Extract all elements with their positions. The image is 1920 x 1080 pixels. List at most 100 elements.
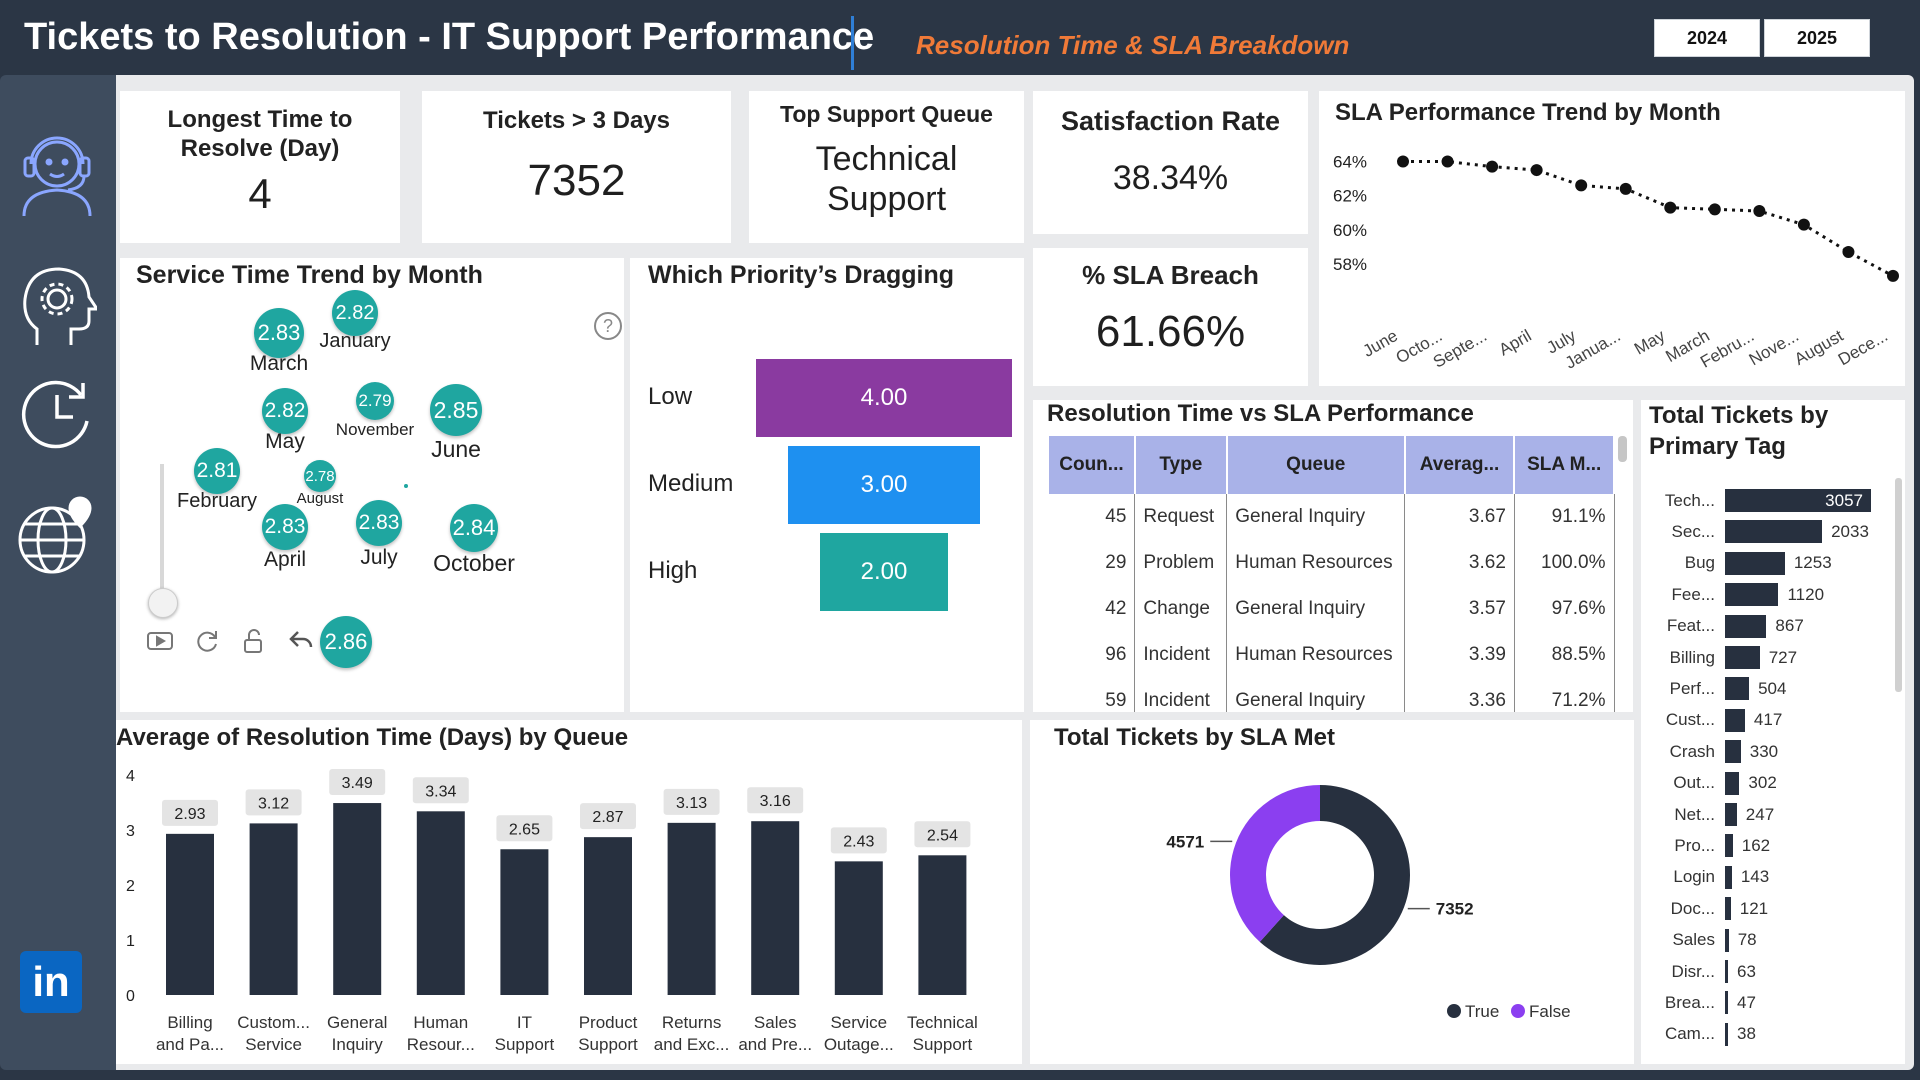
queue-bar[interactable]	[500, 849, 549, 995]
tag-bar-row[interactable]: Sec... 2033	[1641, 516, 1869, 547]
data-point[interactable]	[1530, 164, 1543, 177]
tag-bar-row[interactable]: Fee... 1120	[1641, 579, 1824, 610]
legend-label[interactable]: True	[1465, 1002, 1499, 1021]
x-tick-label: Returns	[662, 1013, 722, 1032]
data-label: 2.54	[927, 827, 958, 844]
tag-bar-row[interactable]: Out... 302	[1641, 768, 1777, 799]
year-button-2024[interactable]: 2024	[1654, 19, 1760, 57]
data-point[interactable]	[1575, 179, 1588, 192]
priority-bar[interactable]: 3.00	[788, 446, 980, 524]
donut-slice[interactable]	[1230, 785, 1320, 942]
data-point[interactable]	[1441, 155, 1454, 168]
queue-bar[interactable]	[751, 821, 800, 995]
table-cell: Human Resources	[1226, 632, 1406, 678]
queue-bar[interactable]	[333, 803, 382, 995]
current-value-bubble[interactable]: 2.86	[320, 616, 372, 668]
x-tick-label: Inquiry	[332, 1035, 384, 1054]
tag-scrollbar[interactable]	[1895, 478, 1902, 692]
queue-bar[interactable]	[166, 833, 214, 995]
month-bubble[interactable]: 2.83	[254, 308, 304, 358]
donut-slice[interactable]	[1259, 785, 1410, 965]
month-label: February	[176, 490, 258, 512]
table-scrollbar[interactable]	[1618, 436, 1627, 462]
tag-bar-row[interactable]: Cam... 38	[1641, 1019, 1756, 1050]
data-point[interactable]	[1753, 205, 1766, 218]
month-bubble[interactable]: 2.78	[304, 460, 336, 492]
tag-bar-row[interactable]: Cust... 417	[1641, 705, 1782, 736]
play-axis-slider-handle[interactable]	[148, 588, 178, 618]
data-point[interactable]	[1842, 245, 1855, 258]
tag-label: Pro...	[1674, 835, 1715, 855]
tag-bar-row[interactable]: Net... 247	[1641, 799, 1774, 830]
data-label-bg	[329, 769, 386, 796]
data-point[interactable]	[1619, 182, 1632, 195]
kpi-value: 61.66%	[1095, 307, 1246, 357]
play-icon[interactable]	[146, 628, 176, 654]
data-point[interactable]	[1887, 269, 1899, 282]
queue-bar[interactable]	[584, 837, 632, 995]
tag-bar-row[interactable]: Disr... 63	[1641, 956, 1756, 987]
priority-label: High	[648, 557, 698, 584]
tag-bar-row[interactable]: Billing 727	[1641, 642, 1797, 673]
priority-bar[interactable]: 4.00	[756, 359, 1012, 437]
head-gear-icon[interactable]	[12, 255, 102, 355]
queue-bar[interactable]	[416, 811, 465, 995]
table-row[interactable]: 59 Incident General Inquiry 3.36 71.2%	[1049, 678, 1615, 712]
table-row[interactable]: 42 Change General Inquiry 3.57 97.6%	[1049, 586, 1615, 632]
refresh-icon[interactable]	[194, 628, 220, 654]
undo-icon[interactable]	[288, 628, 314, 652]
table-row[interactable]: 29 Problem Human Resources 3.62 100.0%	[1049, 540, 1615, 586]
tag-bar-row[interactable]: Bug 1253	[1641, 548, 1832, 579]
queue-bar[interactable]	[834, 861, 883, 995]
month-bubble[interactable]: 2.82	[262, 388, 308, 434]
month-bubble[interactable]: 2.82	[332, 290, 378, 336]
data-point[interactable]	[1664, 201, 1677, 214]
headset-agent-icon[interactable]	[12, 120, 102, 220]
tag-bar-row[interactable]: Crash 330	[1641, 736, 1778, 767]
month-bubble[interactable]: 2.79	[356, 382, 394, 420]
queue-bar[interactable]	[918, 855, 967, 995]
tag-bar-row[interactable]: Tech... 3057	[1641, 485, 1871, 516]
help-icon[interactable]: ?	[594, 312, 622, 340]
year-button-2025[interactable]: 2025	[1764, 19, 1870, 57]
table-title: Resolution Time vs SLA Performance	[1047, 400, 1474, 427]
month-bubble[interactable]: 2.83	[262, 504, 308, 550]
tag-bar-row[interactable]: Pro... 162	[1641, 830, 1770, 861]
data-point[interactable]	[1397, 155, 1409, 168]
table-row[interactable]: 96 Incident Human Resources 3.39 88.5%	[1049, 632, 1615, 678]
tag-bar-row[interactable]: Brea... 47	[1641, 987, 1756, 1018]
month-bubble[interactable]: 2.83	[356, 500, 402, 546]
tag-bar-row[interactable]: Doc... 121	[1641, 893, 1768, 924]
legend-marker[interactable]	[1447, 1004, 1461, 1018]
tag-bar-row[interactable]: Feat... 867	[1641, 611, 1804, 642]
month-bubble[interactable]: 2.81	[194, 448, 240, 494]
tag-label: Cust...	[1665, 710, 1715, 730]
data-point[interactable]	[1486, 160, 1499, 173]
column-header[interactable]: SLA M...	[1514, 436, 1615, 494]
queue-bar[interactable]	[667, 822, 716, 995]
data-point[interactable]	[1708, 203, 1721, 216]
table-cell: 29	[1049, 540, 1136, 586]
linkedin-icon[interactable]: in	[20, 951, 82, 1013]
x-tick-label: Support	[578, 1035, 638, 1054]
column-header[interactable]: Queue	[1226, 436, 1406, 494]
tag-label: Disr...	[1671, 961, 1715, 981]
tag-bar-row[interactable]: Perf... 504	[1641, 673, 1786, 704]
tag-bar-row[interactable]: Sales 78	[1641, 925, 1757, 956]
globe-location-icon[interactable]	[12, 485, 102, 585]
legend-marker[interactable]	[1511, 1004, 1525, 1018]
queue-bar[interactable]	[249, 823, 298, 995]
unlock-icon[interactable]	[242, 628, 266, 654]
table-row[interactable]: 45 Request General Inquiry 3.67 91.1%	[1049, 494, 1615, 540]
month-bubble[interactable]: 2.84	[450, 504, 498, 552]
column-header[interactable]: Type	[1134, 436, 1228, 494]
column-header[interactable]: Averag...	[1404, 436, 1516, 494]
priority-bar[interactable]: 2.00	[820, 533, 948, 611]
tag-bar-row[interactable]: Login 143	[1641, 862, 1769, 893]
month-bubble[interactable]: 2.85	[430, 384, 482, 436]
legend-label[interactable]: False	[1529, 1002, 1571, 1021]
clock-refresh-icon[interactable]	[12, 365, 102, 465]
month-label: April	[263, 548, 307, 571]
data-point[interactable]	[1797, 218, 1810, 231]
column-header[interactable]: Coun...	[1049, 436, 1136, 494]
